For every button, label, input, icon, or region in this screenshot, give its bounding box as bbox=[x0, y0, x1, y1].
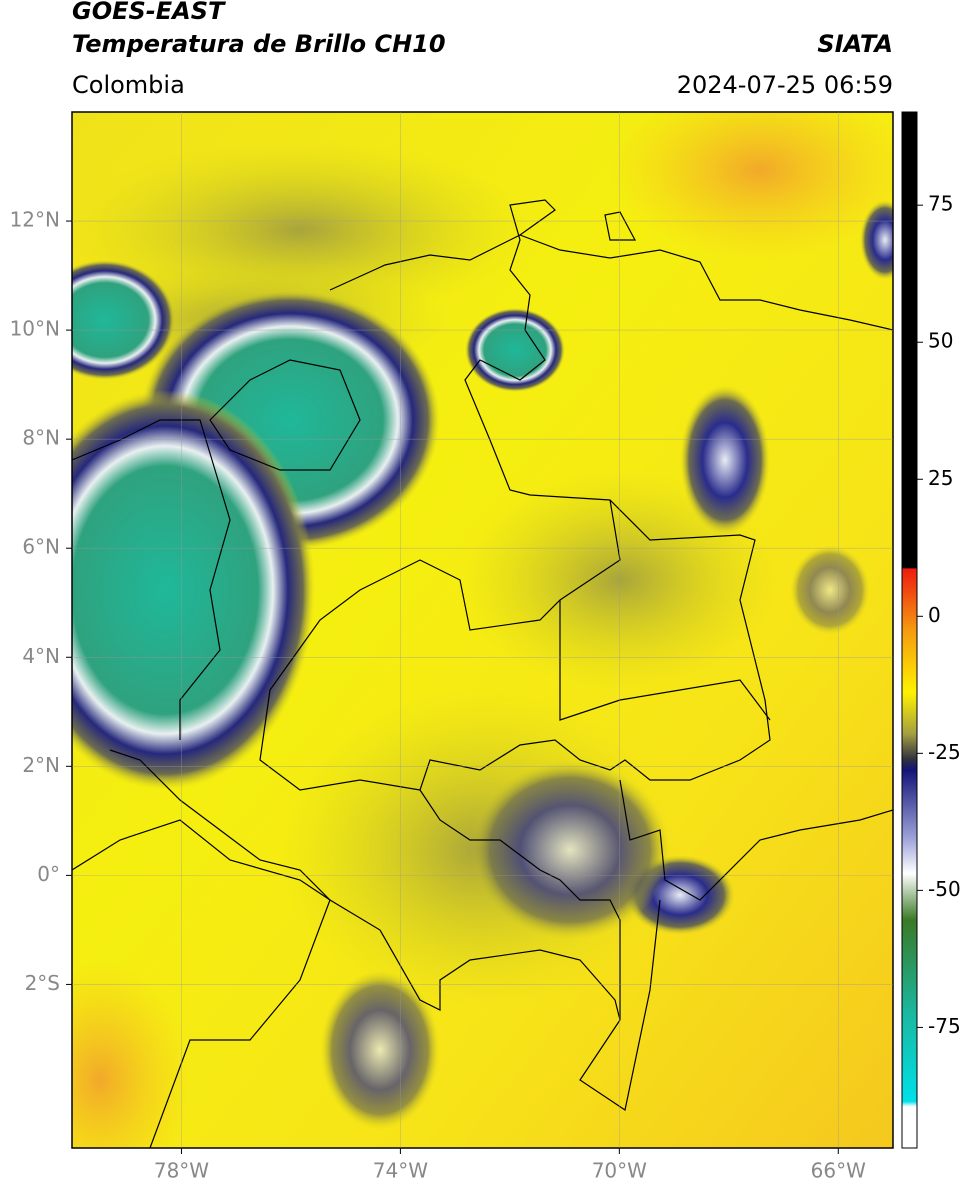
colorbar-axis: 75 50 25 0 -25 -50 -75 bbox=[917, 192, 961, 1038]
y-tick-label: 6°N bbox=[22, 535, 60, 559]
source: SIATA bbox=[817, 30, 893, 58]
map-image bbox=[72, 112, 893, 1148]
x-tick-label: 74°W bbox=[373, 1159, 428, 1183]
colorbar-tick-label: -50 bbox=[928, 877, 961, 901]
title: GOES-EAST bbox=[72, 0, 226, 25]
colorbar bbox=[901, 111, 918, 1149]
y-tick-label: 0° bbox=[37, 862, 60, 886]
x-tick-label: 66°W bbox=[811, 1159, 866, 1183]
x-tick-label: 78°W bbox=[154, 1159, 209, 1183]
subtitle: Temperatura de Brillo CH10 bbox=[72, 30, 446, 58]
y-tick-label: 12°N bbox=[10, 208, 60, 232]
colorbar-tick-label: -25 bbox=[928, 740, 961, 764]
colorbar-tick-label: 25 bbox=[928, 466, 953, 490]
y-tick-label: 4°N bbox=[22, 644, 60, 668]
colorbar-tick-label: 0 bbox=[928, 603, 941, 627]
colorbar-tick-label: -75 bbox=[928, 1014, 961, 1038]
y-tick-label: 8°N bbox=[22, 426, 60, 450]
y-tick-label: 2°S bbox=[25, 971, 60, 995]
datetime: 2024-07-25 06:59 bbox=[677, 71, 893, 99]
y-tick-label: 2°N bbox=[22, 753, 60, 777]
map-frame bbox=[71, 111, 894, 1149]
colorbar-tick-label: 50 bbox=[928, 329, 953, 353]
colorbar-tick-label: 75 bbox=[928, 192, 953, 216]
map-axes: 78°W 74°W 70°W 66°W 12°N 10°N 8°N 6°N 4°N 2°N 0° 2°… bbox=[10, 112, 893, 1183]
y-tick-label: 10°N bbox=[10, 317, 60, 341]
region: Colombia bbox=[72, 71, 185, 99]
x-tick-label: 70°W bbox=[592, 1159, 647, 1183]
